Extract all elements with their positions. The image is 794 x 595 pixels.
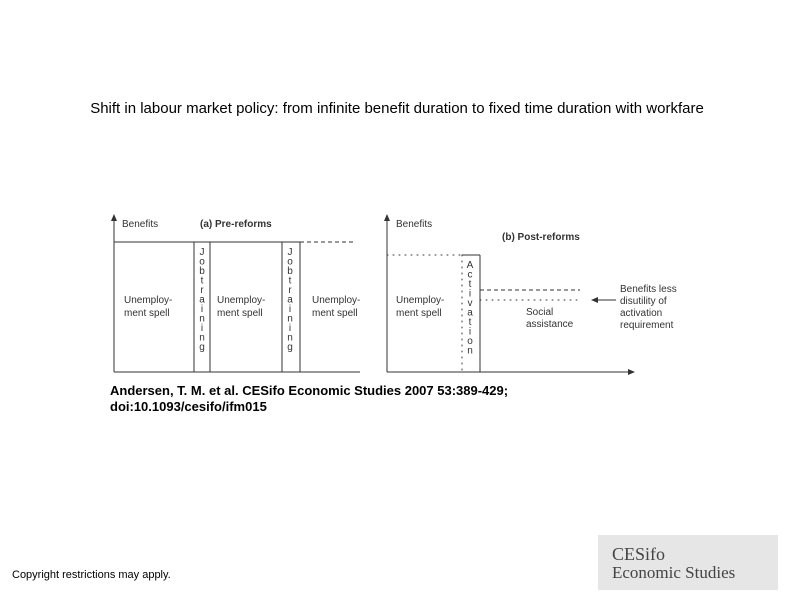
logo-box [598, 535, 778, 590]
graphic: Unemploy- [312, 295, 360, 306]
spell: Unemploy-ment spell [396, 295, 444, 319]
graphic: Andersen, T. M. et al. CESifo Economic S… [110, 383, 508, 398]
logo: Economic Studies [612, 563, 735, 582]
graphic: Unemploy- [124, 295, 172, 306]
graphic: doi:10.1093/cesifo/ifm015 [110, 399, 267, 414]
training: Jobtraining [197, 247, 208, 352]
training: Jobtraining [285, 247, 296, 352]
panel-a: Benefits (a) Pre-reforms Unemploy-ment s… [111, 214, 360, 373]
axis-label: Benefits [122, 219, 158, 230]
graphic: assistance [526, 319, 574, 330]
panel-title: (b) Post-reforms [502, 232, 580, 243]
graphic: requirement [620, 320, 674, 331]
graphic: activation [620, 308, 662, 319]
citation: Andersen, T. M. et al. CESifo Economic S… [110, 383, 508, 414]
social: Social assistance [526, 307, 574, 330]
spell: Unemploy-ment spell [217, 295, 265, 319]
spell: Unemploy-ment spell [312, 295, 360, 319]
graphic: ment spell [396, 308, 442, 319]
slide-title: Shift in labour market policy: from infi… [90, 100, 704, 117]
activation: Activation [465, 260, 476, 355]
graphic: Social [526, 307, 553, 318]
axis-label: Benefits [396, 219, 432, 230]
graphic: ment spell [312, 308, 358, 319]
note: Benefits less disutility of activation requ… [620, 284, 677, 331]
graphic: Benefits less [620, 284, 677, 295]
spell: Unemploy-ment spell [124, 295, 172, 319]
graphic: Unemploy- [217, 295, 265, 306]
logo: CESifo [612, 544, 665, 564]
graphic: ment spell [217, 308, 263, 319]
graphic: Unemploy- [396, 295, 444, 306]
copyright: Copyright restrictions may apply. [12, 569, 171, 581]
graphic: disutility of [620, 296, 667, 307]
graphic: ment spell [124, 308, 170, 319]
panel-b: Benefits (b) Post-reforms Unemploy-ment … [384, 214, 677, 375]
panel-title: (a) Pre-reforms [200, 219, 272, 230]
